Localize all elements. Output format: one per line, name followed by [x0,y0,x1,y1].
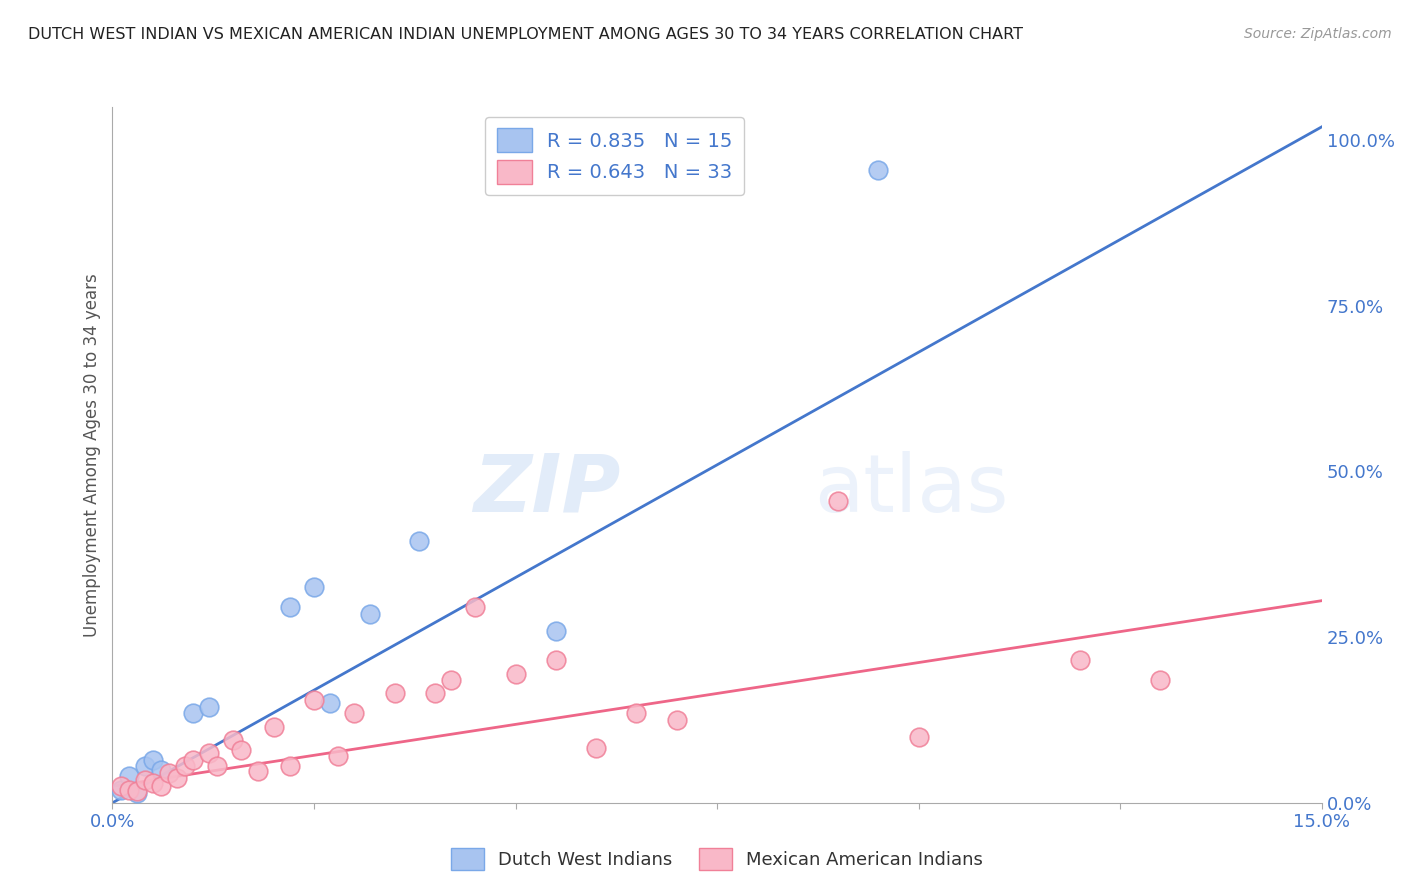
Point [868,163,890,178]
Point [198,699,221,714]
Point [626,706,648,721]
Point [231,743,253,757]
Point [142,753,165,767]
Point [544,653,567,667]
Point [263,720,285,734]
Point [117,782,139,797]
Point [174,759,197,773]
Point [665,713,688,727]
Point [149,763,172,777]
Point [166,771,188,785]
Point [246,764,269,778]
Point [181,706,204,721]
Point [302,693,325,707]
Point [1149,673,1171,688]
Text: DUTCH WEST INDIAN VS MEXICAN AMERICAN INDIAN UNEMPLOYMENT AMONG AGES 30 TO 34 YE: DUTCH WEST INDIAN VS MEXICAN AMERICAN IN… [28,27,1024,42]
Point [359,607,381,621]
Point [408,534,430,549]
Text: Source: ZipAtlas.com: Source: ZipAtlas.com [1244,27,1392,41]
Point [198,746,221,760]
Point [278,759,301,773]
Point [134,759,156,773]
Point [328,749,350,764]
Point [222,732,245,747]
Y-axis label: Unemployment Among Ages 30 to 34 years: Unemployment Among Ages 30 to 34 years [83,273,101,637]
Point [181,753,204,767]
Point [319,697,342,711]
Point [907,730,929,744]
Point [384,686,406,700]
Point [142,776,165,790]
Point [423,686,446,700]
Point [110,779,132,793]
Point [125,786,148,800]
Point [343,706,366,721]
Point [1069,653,1091,667]
Point [278,600,301,615]
Point [505,666,527,681]
Point [585,741,607,756]
Point [827,494,849,508]
Point [207,759,229,773]
Point [157,766,180,780]
Point [149,779,172,793]
Point [440,673,463,688]
Text: atlas: atlas [814,450,1008,529]
Point [125,784,148,798]
Point [464,600,486,615]
Point [302,581,325,595]
Point [117,769,139,783]
Point [110,782,132,797]
Text: ZIP: ZIP [472,450,620,529]
Point [544,624,567,638]
Legend: Dutch West Indians, Mexican American Indians: Dutch West Indians, Mexican American Ind… [444,841,990,877]
Point [134,772,156,787]
